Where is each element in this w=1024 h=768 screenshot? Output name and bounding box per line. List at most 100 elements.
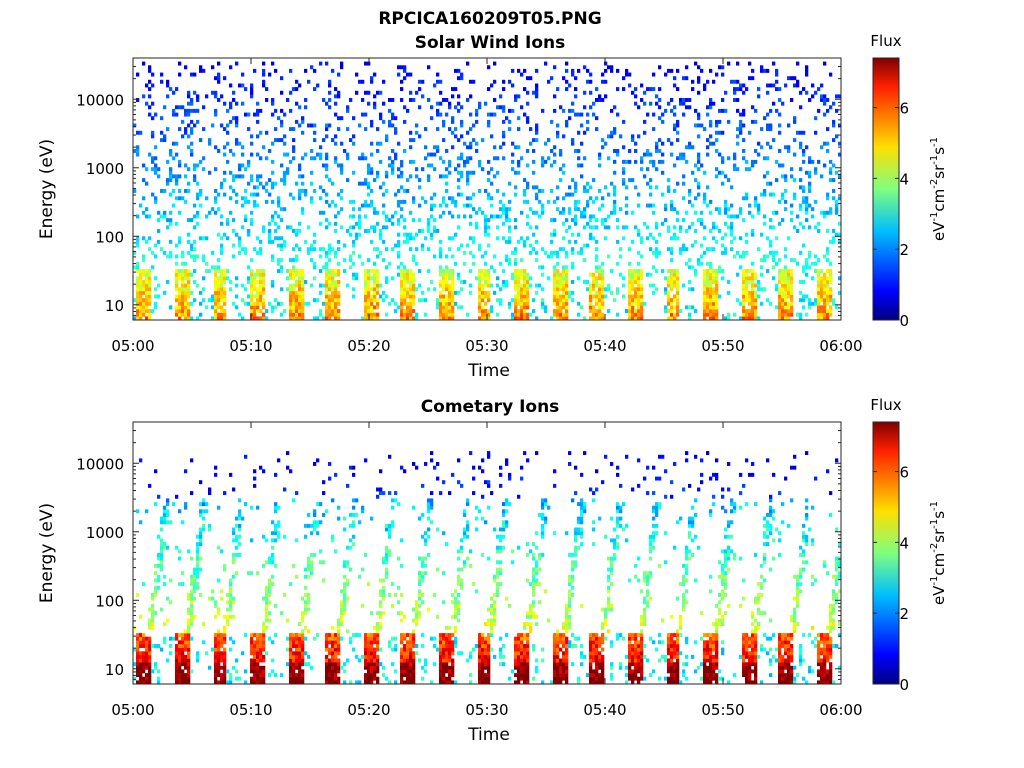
heatmap-cell: [445, 280, 449, 284]
heatmap-cell: [592, 276, 596, 281]
heatmap-cell: [334, 134, 338, 139]
heatmap-cell: [337, 192, 341, 197]
heatmap-cell: [517, 239, 521, 244]
heatmap-cell: [235, 232, 239, 237]
heatmap-cell: [835, 170, 839, 175]
heatmap-cell: [145, 167, 149, 172]
heatmap-cell: [370, 516, 374, 521]
heatmap-cell: [265, 156, 269, 161]
heatmap-cell: [181, 298, 185, 303]
heatmap-cell: [430, 236, 434, 241]
heatmap-cell: [289, 309, 293, 314]
heatmap-cell: [523, 239, 527, 244]
heatmap-cell: [331, 665, 335, 670]
heatmap-cell: [706, 79, 710, 84]
heatmap-cell: [337, 127, 341, 132]
heatmap-cell: [373, 316, 377, 321]
heatmap-cell: [139, 290, 143, 295]
heatmap-cell: [220, 312, 224, 317]
heatmap-cell: [166, 94, 170, 99]
heatmap-cell: [445, 301, 449, 306]
heatmap-cell: [334, 312, 338, 317]
heatmap-cell: [757, 247, 761, 252]
heatmap-cell: [826, 98, 830, 102]
heatmap-cell: [763, 287, 767, 292]
heatmap-cell: [145, 305, 149, 310]
heatmap-cell: [634, 272, 638, 277]
heatmap-cell: [214, 145, 218, 150]
heatmap-cell: [685, 261, 689, 266]
heatmap-cell: [166, 520, 170, 525]
heatmap-cell: [514, 170, 518, 175]
heatmap-cell: [304, 239, 308, 244]
heatmap-cell: [730, 221, 734, 226]
heatmap-cell: [406, 312, 410, 317]
heatmap-cell: [253, 280, 257, 284]
heatmap-cell: [394, 192, 398, 197]
heatmap-cell: [154, 243, 158, 248]
heatmap-cell: [508, 207, 512, 212]
heatmap-cell: [148, 673, 152, 678]
heatmap-cell: [514, 301, 518, 306]
heatmap-cell: [601, 269, 605, 274]
heatmap-cell: [382, 239, 386, 244]
heatmap-cell: [628, 149, 632, 153]
heatmap-cell: [385, 280, 389, 284]
heatmap-cell: [427, 225, 431, 230]
heatmap-cell: [289, 582, 293, 587]
heatmap-cell: [580, 305, 584, 310]
heatmap-cell: [517, 298, 521, 303]
heatmap-cell: [151, 309, 155, 314]
heatmap-cell: [829, 272, 833, 277]
heatmap-cell: [706, 290, 710, 295]
heatmap-cell: [223, 563, 227, 568]
heatmap-cell: [805, 199, 809, 204]
heatmap-cell: [424, 199, 428, 204]
heatmap-cell: [733, 236, 737, 241]
heatmap-cell: [655, 141, 659, 146]
heatmap-cell: [517, 272, 521, 277]
heatmap-cell: [253, 658, 257, 663]
heatmap-cell: [175, 254, 179, 259]
heatmap-cell: [409, 232, 413, 237]
heatmap-cell: [484, 221, 488, 226]
heatmap-cell: [139, 294, 143, 299]
heatmap-cell: [289, 283, 293, 288]
heatmap-cell: [292, 127, 296, 132]
heatmap-cell: [367, 280, 371, 284]
heatmap-cell: [214, 265, 218, 270]
heatmap-cell: [457, 170, 461, 175]
heatmap-cell: [298, 287, 302, 292]
heatmap-cell: [193, 214, 197, 219]
heatmap-cell: [541, 287, 545, 292]
heatmap-cell: [550, 250, 554, 255]
heatmap-cell: [706, 301, 710, 306]
heatmap-cell: [250, 665, 254, 670]
heatmap-cell: [403, 654, 407, 659]
heatmap-cell: [682, 174, 686, 179]
heatmap-cell: [289, 298, 293, 303]
heatmap-cell: [277, 505, 281, 510]
heatmap-cell: [784, 254, 788, 259]
heatmap-cell: [631, 178, 635, 183]
heatmap-cell: [601, 280, 605, 284]
heatmap-cell: [595, 247, 599, 252]
heatmap-cell: [463, 261, 467, 266]
heatmap-cell: [181, 654, 185, 659]
heatmap-cell: [280, 123, 284, 128]
heatmap-cell: [334, 301, 338, 306]
heatmap-cell: [646, 181, 650, 186]
heatmap-cell: [271, 640, 275, 645]
heatmap-cell: [352, 116, 356, 121]
heatmap-cell: [145, 676, 149, 681]
heatmap-cell: [400, 283, 404, 288]
heatmap-cell: [427, 98, 431, 102]
heatmap-cell: [757, 294, 761, 299]
heatmap-cell: [364, 316, 368, 321]
heatmap-cell: [139, 458, 143, 463]
heatmap-cell: [679, 98, 683, 102]
heatmap-cell: [742, 316, 746, 321]
heatmap-cell: [256, 662, 260, 667]
heatmap-cell: [715, 138, 719, 143]
heatmap-cell: [187, 269, 191, 274]
